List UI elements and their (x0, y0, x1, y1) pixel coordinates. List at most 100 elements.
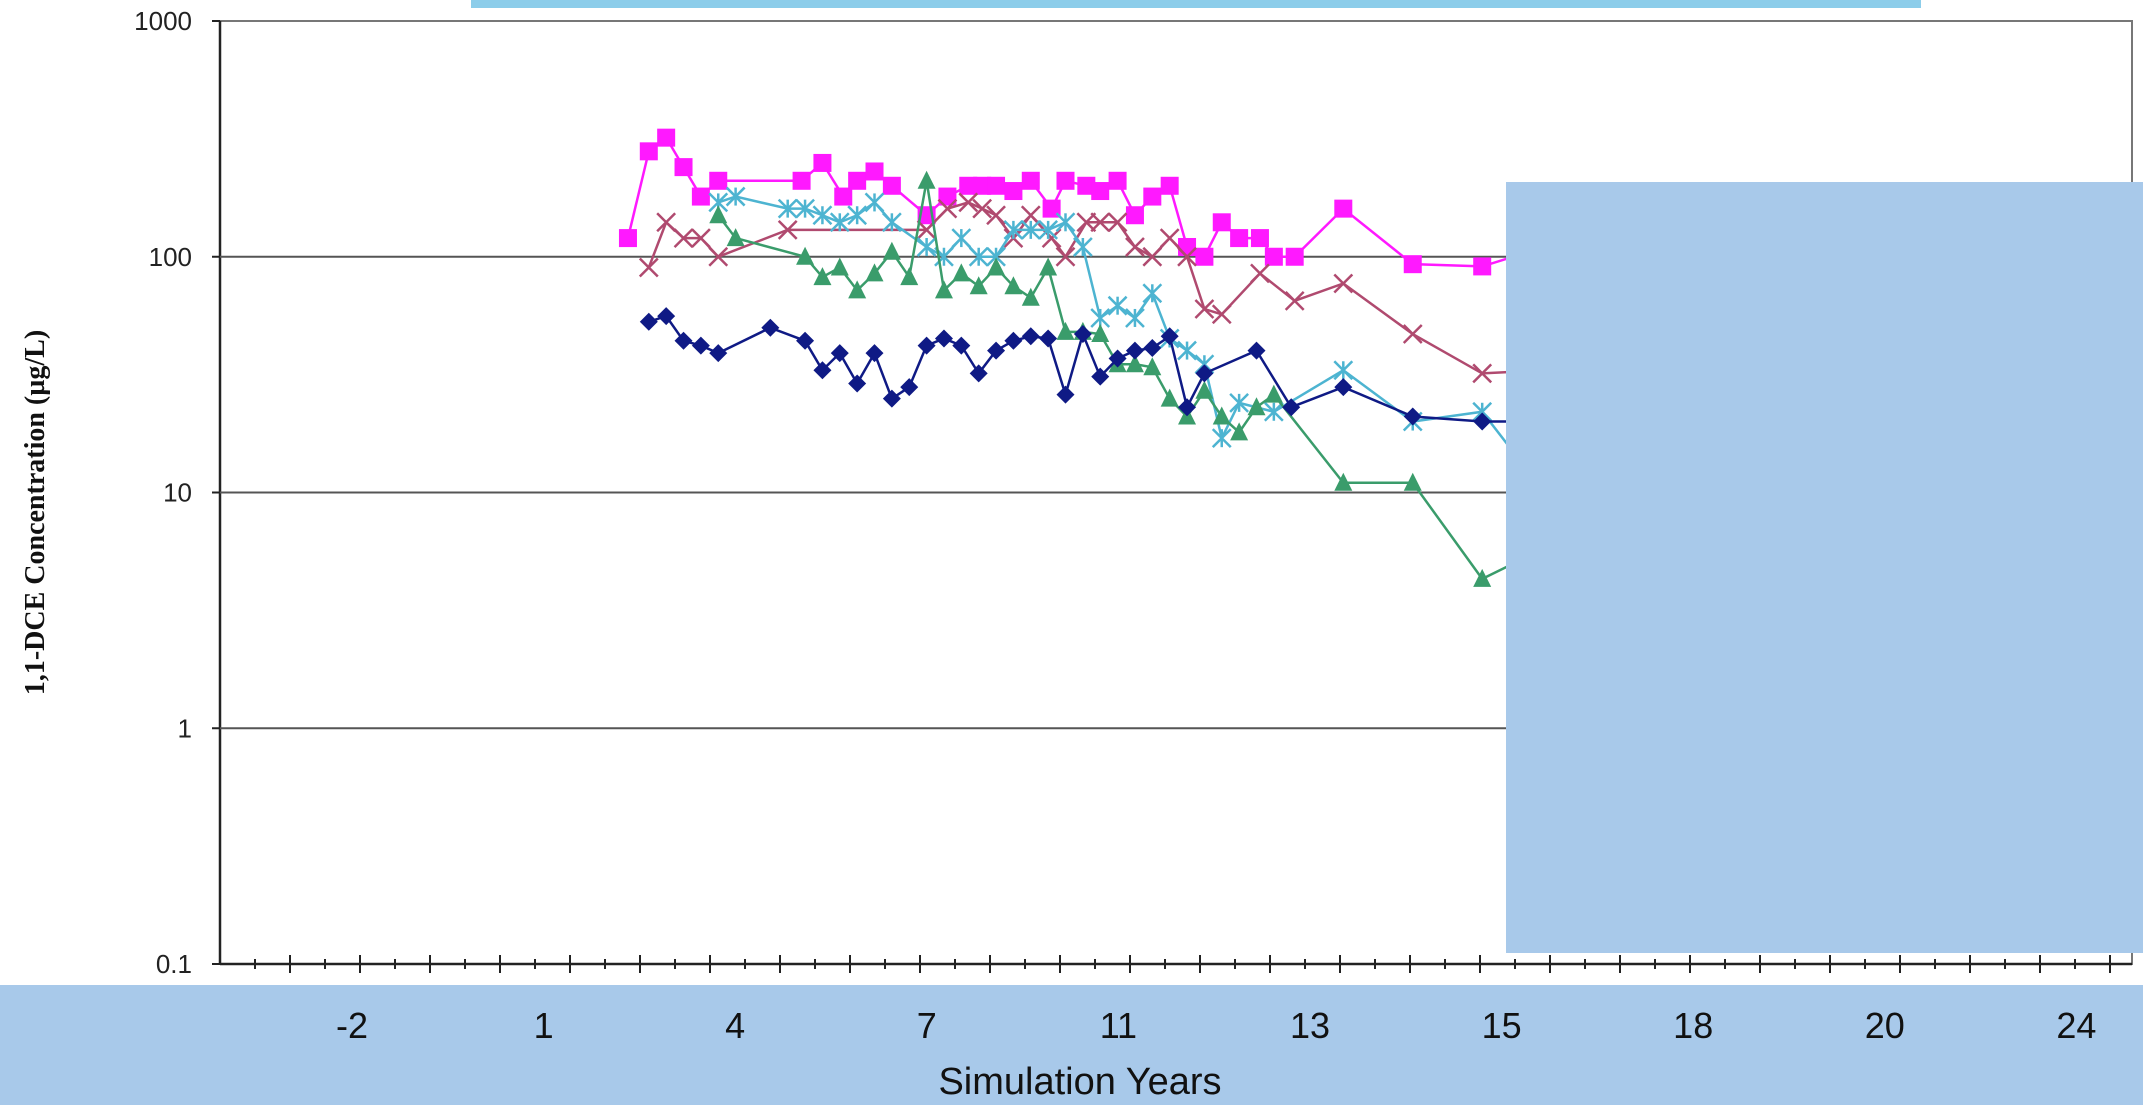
x-tick-label: 1 (534, 1005, 554, 1046)
x-tick-label: 18 (1673, 1005, 1713, 1046)
data-point (1056, 321, 1075, 340)
data-point (986, 205, 1006, 226)
data-point (987, 257, 1006, 276)
series-line (717, 180, 1587, 581)
data-point (709, 205, 728, 224)
data-point (638, 257, 659, 278)
data-point (917, 336, 936, 355)
data-point (1334, 378, 1353, 397)
data-point (864, 192, 885, 213)
data-point (1038, 220, 1059, 240)
data-point (848, 280, 867, 299)
data-point (881, 212, 902, 233)
data-point (1108, 349, 1127, 368)
data-point (1473, 412, 1492, 431)
x-tick-label: 4 (725, 1005, 745, 1046)
data-point (1250, 263, 1270, 284)
data-point (1107, 212, 1128, 233)
data-point (973, 176, 992, 195)
data-point (1403, 255, 1422, 274)
data-point (813, 153, 832, 172)
data-point (951, 228, 972, 248)
data-point (1212, 406, 1231, 425)
data-point (1160, 327, 1179, 346)
x-tick-label: -2 (336, 1005, 368, 1046)
data-point (1334, 472, 1353, 491)
data-point (813, 361, 832, 380)
data-point (934, 280, 953, 299)
data-point (1020, 220, 1041, 240)
y-tick-label: 0.1 (156, 949, 192, 979)
data-point (792, 171, 811, 190)
data-point (865, 162, 884, 181)
data-point (1211, 428, 1232, 449)
data-point (1142, 246, 1163, 267)
data-point (1055, 212, 1076, 233)
data-point (1230, 229, 1249, 248)
data-point (1247, 397, 1266, 416)
data-point (709, 344, 728, 363)
data-point (1091, 182, 1110, 201)
data-point (1108, 171, 1127, 190)
data-point (1285, 247, 1304, 266)
data-point (959, 176, 978, 195)
data-point (795, 198, 815, 219)
data-point (1403, 407, 1422, 426)
x-tick-label: 24 (2056, 1005, 2096, 1046)
data-point (1090, 308, 1111, 328)
data-point (848, 171, 867, 190)
data-point (1039, 329, 1058, 348)
data-point (1402, 324, 1423, 344)
x-axis-band (0, 985, 2143, 1105)
data-point (796, 331, 815, 350)
data-point (1264, 247, 1283, 266)
data-point (1472, 363, 1493, 384)
data-point (916, 237, 937, 257)
data-point (726, 228, 745, 247)
data-point (1042, 199, 1061, 218)
data-point (656, 212, 677, 233)
data-point (865, 344, 884, 363)
data-point (1178, 237, 1197, 256)
data-point (1250, 229, 1269, 248)
data-point (1159, 228, 1180, 248)
data-point (830, 344, 849, 363)
data-point (958, 192, 979, 213)
data-point (1230, 422, 1249, 441)
data-point (709, 171, 728, 190)
data-point (1056, 385, 1075, 404)
data-point (674, 158, 693, 177)
data-point (639, 142, 658, 161)
data-point (1143, 339, 1162, 358)
data-point (1076, 212, 1097, 233)
overlay-panel (1506, 182, 2143, 953)
y-tick-label: 1000 (134, 6, 192, 36)
data-point (1264, 384, 1283, 403)
x-tick-label: 15 (1482, 1005, 1522, 1046)
data-point (834, 187, 853, 206)
data-point (1177, 340, 1197, 361)
data-point (1021, 171, 1040, 190)
data-point (673, 228, 694, 248)
data-point (900, 378, 919, 397)
data-point (1125, 341, 1144, 360)
data-point (865, 263, 884, 282)
data-point (1282, 398, 1301, 417)
data-point (1090, 212, 1111, 233)
y-axis-title: 1,1-DCE Concentration (µg/L) (20, 330, 51, 695)
data-point (987, 341, 1006, 360)
data-point (796, 246, 815, 265)
data-point (691, 187, 710, 206)
x-tick-label: 13 (1290, 1005, 1330, 1046)
data-point (1056, 171, 1075, 190)
data-point (1177, 246, 1197, 267)
data-point (674, 331, 693, 350)
data-point (987, 176, 1006, 195)
x-axis-title: Simulation Years (938, 1061, 1221, 1103)
data-point (848, 374, 867, 393)
data-point (1473, 257, 1492, 276)
data-point (952, 336, 971, 355)
data-point (1077, 176, 1096, 195)
x-tick-label: 20 (1865, 1005, 1905, 1046)
y-tick-label: 1 (178, 713, 192, 743)
